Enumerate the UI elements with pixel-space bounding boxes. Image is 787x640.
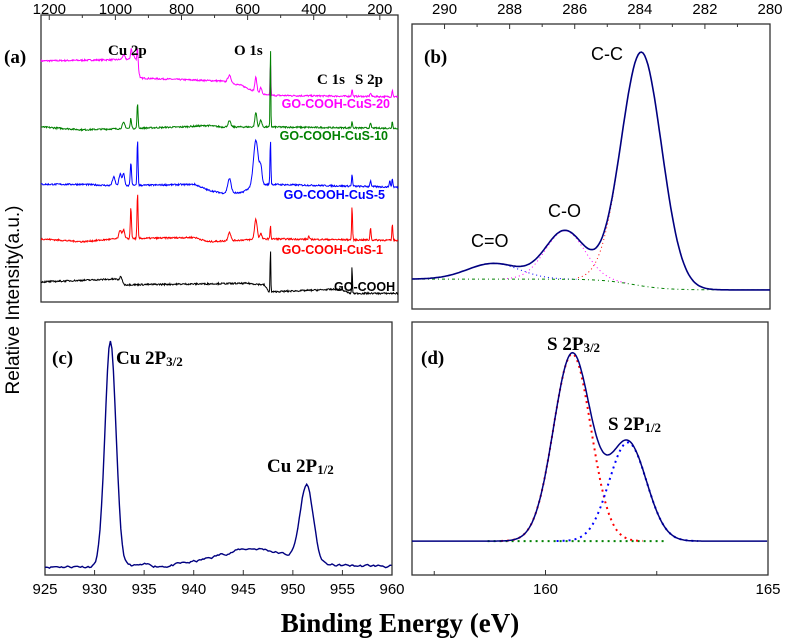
x-tick-label: 280: [757, 1, 782, 18]
annotation-cu-2p12: Cu 2P1/2: [267, 456, 334, 477]
panel-d-frame: [411, 321, 769, 576]
x-tick-label: 1000: [99, 1, 132, 18]
annotation-s-2p12: S 2P1/2: [608, 414, 661, 435]
annotation-base: S 2P: [608, 414, 645, 435]
component-c-o: [503, 230, 627, 284]
panel-c-frame: [44, 321, 393, 576]
component-c-c: [577, 51, 706, 289]
x-tick-label: 160: [533, 581, 558, 598]
x-tick-label: 950: [280, 581, 305, 598]
annotation-c-c: C-C: [591, 44, 623, 64]
panel-a-frame: [40, 14, 399, 303]
x-tick-label: 200: [367, 1, 392, 18]
panel-a-label: (a): [4, 47, 26, 68]
annotation-subscript: 1/2: [317, 462, 334, 477]
panel-b-frame: [411, 23, 771, 310]
x-tick-label: 800: [169, 1, 194, 18]
annotation-c1s: C 1s: [317, 72, 345, 88]
x-tick-label: 1200: [33, 1, 66, 18]
x-tick-label: 940: [181, 581, 206, 598]
panel-d-label: (d): [421, 348, 444, 369]
background-line: [412, 278, 770, 291]
x-tick-label: 930: [82, 581, 107, 598]
annotation-subscript: 1/2: [644, 420, 661, 435]
series-line-go-cooh-cus-20: [40, 48, 399, 99]
legend-cus-10: GO-COOH-CuS-10: [280, 129, 388, 143]
annotation-s-2p32: S 2P3/2: [547, 334, 600, 355]
panel-b-label: (b): [424, 47, 447, 68]
x-tick-label: 165: [755, 581, 780, 598]
x-tick-label: 284: [627, 1, 652, 18]
cu2p-spectrum-line: [44, 340, 392, 570]
x-axis-title: Binding Energy (eV): [281, 608, 520, 638]
x-tick-label: 282: [692, 1, 717, 18]
x-tick-label: 935: [132, 581, 157, 598]
component-s-2p3-2: [500, 352, 643, 542]
annotation-cu-2p32: Cu 2P3/2: [116, 348, 183, 369]
envelope-line: [412, 351, 768, 542]
panel-c-label: (c): [52, 348, 73, 369]
legend-cus-20: GO-COOH-CuS-20: [282, 97, 390, 111]
annotation-subscript: 3/2: [583, 340, 600, 355]
annotation-c-double-o: C=O: [471, 231, 509, 251]
y-axis-title: Relative Intensity(a.u.): [3, 205, 24, 394]
legend-go-cooh: GO-COOH: [334, 280, 395, 294]
envelope-line: [411, 51, 770, 291]
x-tick-label: 600: [235, 1, 260, 18]
x-tick-label: 925: [32, 581, 57, 598]
series-line-go-cooh-cus-10: [40, 51, 399, 132]
annotation-cu2p: Cu 2p: [108, 43, 147, 59]
annotation-subscript: 3/2: [166, 354, 183, 369]
component-s-2p1-2: [556, 441, 699, 542]
series-line-go-cooh-cus-1: [40, 194, 399, 244]
x-tick-label: 290: [432, 1, 457, 18]
x-tick-label: 960: [379, 581, 404, 598]
x-tick-label: 955: [330, 581, 355, 598]
series-line-go-cooh: [40, 251, 399, 296]
legend-cus-5: GO-COOH-CuS-5: [284, 188, 385, 202]
x-tick-label: 288: [497, 1, 522, 18]
x-tick-label: 286: [562, 1, 587, 18]
annotation-base: Cu 2P: [116, 348, 167, 369]
x-tick-label: 945: [231, 581, 256, 598]
series-line-go-cooh-cus-5: [40, 138, 399, 195]
annotation-o1s: O 1s: [234, 43, 263, 59]
annotation-base: Cu 2P: [267, 456, 318, 477]
annotation-s2p: S 2p: [355, 72, 383, 88]
x-tick-label: 400: [301, 1, 326, 18]
annotation-c-o: C-O: [548, 201, 581, 221]
legend-cus-1: GO-COOH-CuS-1: [282, 243, 383, 257]
annotation-base: S 2P: [547, 334, 584, 355]
